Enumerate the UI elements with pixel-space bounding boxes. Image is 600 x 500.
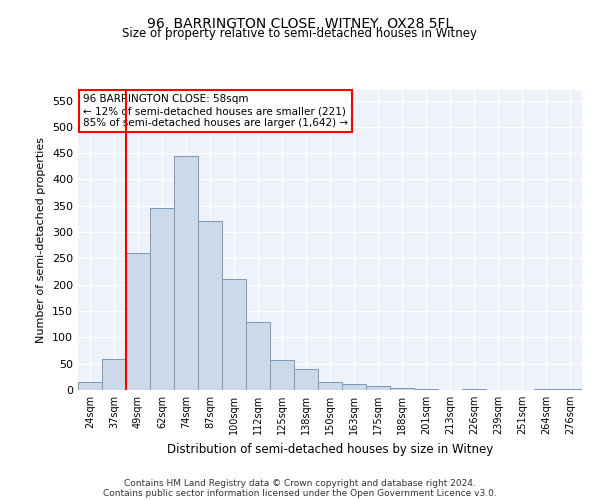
Bar	[246, 322, 270, 390]
Text: Size of property relative to semi-detached houses in Witney: Size of property relative to semi-detach…	[122, 28, 478, 40]
Bar	[270, 360, 294, 390]
Bar	[414, 389, 438, 390]
Bar	[366, 386, 390, 390]
Bar	[222, 280, 246, 390]
Bar	[78, 382, 102, 390]
Text: 96 BARRINGTON CLOSE: 58sqm
← 12% of semi-detached houses are smaller (221)
85% o: 96 BARRINGTON CLOSE: 58sqm ← 12% of semi…	[83, 94, 348, 128]
Text: Contains public sector information licensed under the Open Government Licence v3: Contains public sector information licen…	[103, 488, 497, 498]
Bar	[294, 369, 318, 390]
Bar	[174, 156, 198, 390]
Bar	[462, 389, 486, 390]
Bar	[318, 382, 342, 390]
Y-axis label: Number of semi-detached properties: Number of semi-detached properties	[37, 137, 46, 343]
Text: Contains HM Land Registry data © Crown copyright and database right 2024.: Contains HM Land Registry data © Crown c…	[124, 478, 476, 488]
Bar	[558, 389, 582, 390]
X-axis label: Distribution of semi-detached houses by size in Witney: Distribution of semi-detached houses by …	[167, 442, 493, 456]
Bar	[126, 253, 150, 390]
Bar	[150, 208, 174, 390]
Bar	[342, 384, 366, 390]
Bar	[198, 220, 222, 390]
Bar	[534, 389, 558, 390]
Bar	[102, 360, 126, 390]
Bar	[390, 388, 414, 390]
Text: 96, BARRINGTON CLOSE, WITNEY, OX28 5FL: 96, BARRINGTON CLOSE, WITNEY, OX28 5FL	[147, 18, 453, 32]
